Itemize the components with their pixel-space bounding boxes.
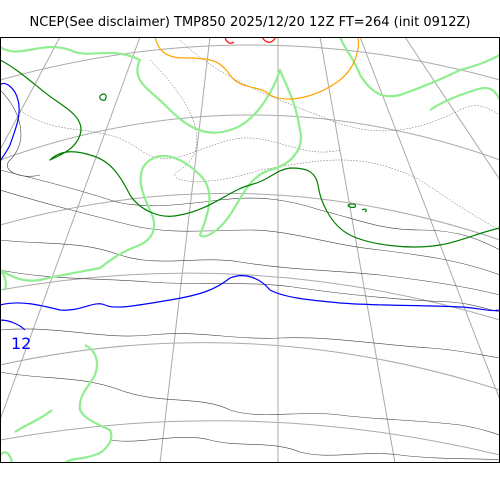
latitude-arc (0, 420, 500, 456)
meridian-line (319, 37, 396, 463)
isotherm-green (0, 59, 500, 248)
latitude-arc (0, 272, 500, 321)
isotherm-blue (0, 275, 500, 312)
dotted-contour (149, 59, 500, 231)
thin-contour (0, 328, 500, 359)
meridian-line (0, 37, 61, 151)
coastline (0, 45, 303, 282)
thin-contour (0, 89, 41, 177)
latitude-arc (0, 114, 500, 161)
isotherm-orange (154, 37, 360, 100)
isotherm-green-small (361, 208, 367, 213)
graticule (0, 37, 500, 463)
latitude-arc (0, 192, 500, 241)
meridian-line (359, 37, 500, 401)
coastline (0, 269, 7, 291)
dotted-contour (179, 39, 500, 132)
coastline (0, 451, 14, 463)
latitude-arc (0, 44, 500, 81)
map-title: NCEP(See disclaimer) TMP850 2025/12/20 1… (29, 15, 471, 30)
thin-contour (0, 269, 500, 313)
coastline (14, 409, 53, 433)
meridian-line (159, 37, 211, 463)
latitude-arc (0, 342, 500, 391)
thin-contour (0, 371, 500, 436)
thin-contour (0, 239, 500, 296)
isotherm-red (261, 37, 277, 43)
isotherm-blue (0, 82, 20, 163)
coastline (429, 86, 500, 111)
isotherm-red (224, 37, 235, 44)
isotherms (0, 37, 500, 331)
coastlines (0, 37, 500, 463)
coastline (64, 344, 113, 463)
contour-label-12: 12 (11, 334, 31, 353)
isotherm-green-small (99, 93, 107, 101)
isotherm-blue (0, 319, 26, 331)
meridian-line (404, 37, 500, 181)
temperature-map: 12 (0, 37, 500, 463)
map-frame (0, 37, 500, 463)
minor-contours (0, 39, 500, 461)
thin-contour (0, 189, 500, 276)
coastline (338, 37, 500, 98)
isotherm-green-small (347, 203, 357, 208)
thin-contour (109, 437, 500, 461)
thin-contour (0, 169, 500, 251)
meridian-line (0, 37, 141, 421)
